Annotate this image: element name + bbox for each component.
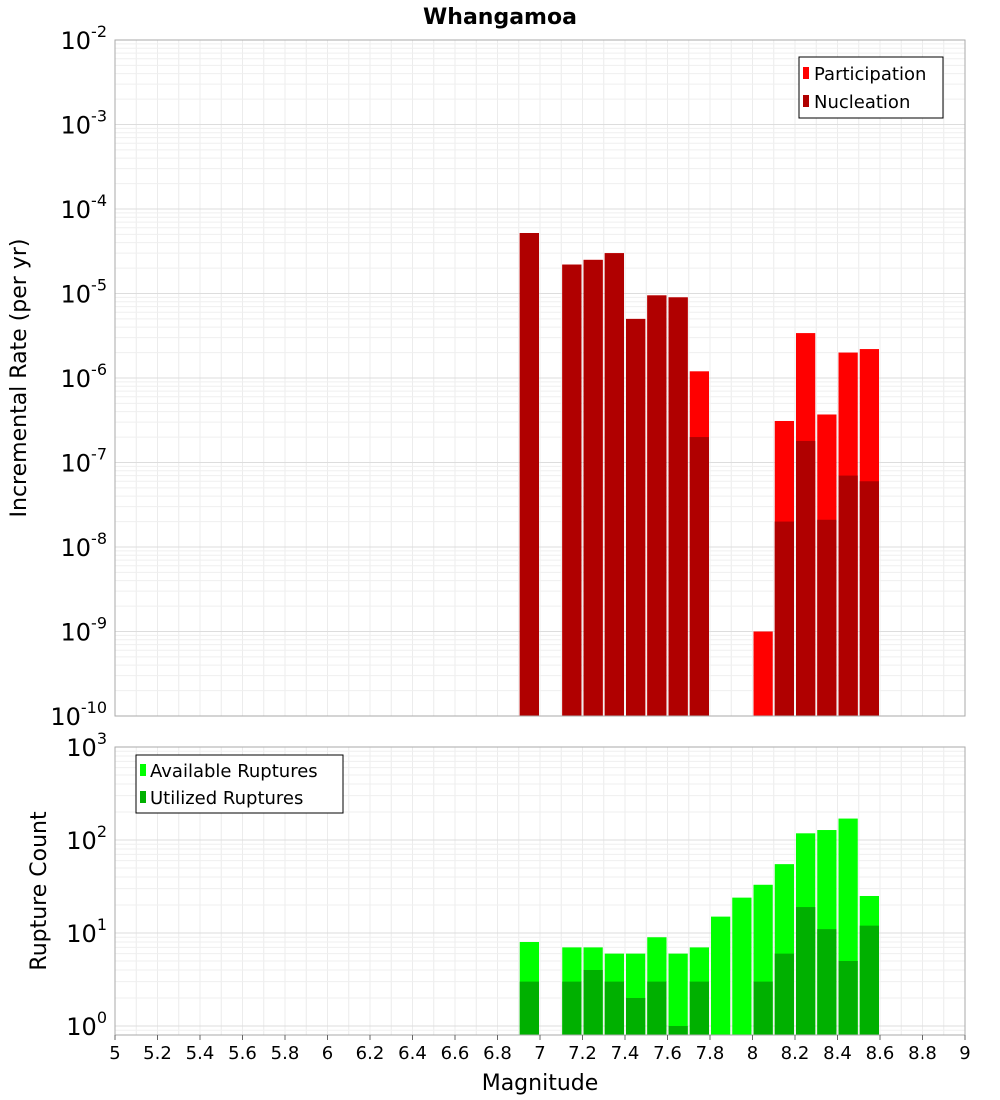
x-tick-label: 5.6 (228, 1043, 257, 1064)
bottom-legend: Available Ruptures Utilized Ruptures (135, 754, 344, 814)
chart-title: Whangamoa (423, 5, 577, 30)
bar-utilized-ruptures-7.35 (604, 981, 624, 1035)
bar-nucleation-7.25 (583, 259, 603, 716)
bar-nucleation-6.95 (519, 232, 539, 716)
legend-swatch-nucleation (803, 95, 809, 107)
bar-participation-8.05 (753, 631, 773, 716)
y-tick-label: 10-7 (61, 445, 108, 478)
bottom-panel: 100 101 102 103 Rupture Count Available Rup… (27, 729, 966, 1041)
bar-utilized-ruptures-7.15 (562, 981, 582, 1035)
y-tick-label: 10-3 (61, 107, 108, 140)
x-tick-label: 7.4 (611, 1043, 640, 1064)
legend-label-participation: Participation (814, 64, 926, 85)
x-tick-label: 5.4 (186, 1043, 215, 1064)
bar-nucleation-8.25 (796, 440, 816, 716)
bar-nucleation-7.45 (626, 318, 646, 716)
y-tick-label: 103 (66, 729, 107, 762)
bar-utilized-ruptures-8.25 (796, 907, 816, 1035)
y-tick-label: 10-6 (61, 360, 108, 393)
bottom-y-axis-label: Rupture Count (27, 811, 52, 971)
bar-utilized-ruptures-8.45 (838, 960, 858, 1035)
y-tick-label: 10-9 (61, 614, 108, 647)
bar-available-ruptures-7.95 (732, 897, 752, 1035)
bar-utilized-ruptures-7.65 (668, 1025, 688, 1035)
x-tick-label: 5 (109, 1043, 120, 1064)
bar-utilized-ruptures-8.35 (817, 929, 837, 1035)
bar-nucleation-7.15 (562, 264, 582, 716)
x-tick-label: 8 (747, 1043, 758, 1064)
legend-label-nucleation: Nucleation (814, 92, 910, 113)
x-tick-label: 8.4 (823, 1043, 852, 1064)
x-tick-label: 6.8 (483, 1043, 512, 1064)
bar-nucleation-7.65 (668, 297, 688, 716)
bar-utilized-ruptures-8.15 (774, 953, 794, 1035)
y-tick-label: 10-8 (61, 529, 108, 562)
y-tick-label: 102 (66, 822, 107, 855)
legend-label-available: Available Ruptures (150, 761, 318, 782)
bottom-y-ticks: 100 101 102 103 (66, 729, 107, 1041)
bar-nucleation-8.15 (774, 521, 794, 716)
bar-utilized-ruptures-7.45 (626, 997, 646, 1035)
bar-nucleation-8.55 (859, 481, 879, 716)
top-grid (114, 39, 966, 717)
x-tick-label: 5.2 (143, 1043, 172, 1064)
bar-utilized-ruptures-7.75 (689, 981, 709, 1035)
top-panel: 10-10 10-9 10-8 10-7 10-6 10-5 10-4 10-3 10-2 In… (7, 22, 966, 731)
bar-utilized-ruptures-7.55 (647, 981, 667, 1035)
top-bars (519, 232, 879, 716)
y-tick-label: 101 (66, 915, 107, 948)
bar-nucleation-7.35 (604, 253, 624, 716)
x-tick-label: 6 (322, 1043, 333, 1064)
x-tick-label: 7.8 (696, 1043, 725, 1064)
x-tick-label: 6.2 (356, 1043, 385, 1064)
bar-nucleation-8.45 (838, 475, 858, 716)
y-tick-label: 100 (66, 1008, 107, 1041)
bar-available-ruptures-7.65 (668, 953, 688, 1035)
bar-utilized-ruptures-8.55 (859, 925, 879, 1035)
legend-swatch-participation (803, 67, 809, 79)
x-axis-label: Magnitude (482, 1071, 599, 1096)
bar-nucleation-7.75 (689, 437, 709, 716)
y-tick-label: 10-10 (50, 698, 107, 731)
x-tick-label: 6.6 (441, 1043, 470, 1064)
x-tick-label: 7.6 (653, 1043, 682, 1064)
bar-available-ruptures-7.85 (711, 916, 731, 1035)
y-tick-label: 10-2 (61, 22, 108, 55)
y-tick-label: 10-5 (61, 276, 108, 309)
bar-nucleation-7.55 (647, 295, 667, 716)
x-tick-label: 7 (534, 1043, 545, 1064)
x-tick-label: 9 (959, 1043, 970, 1064)
bar-utilized-ruptures-8.05 (753, 981, 773, 1035)
x-tick-label: 6.4 (398, 1043, 427, 1064)
top-y-ticks: 10-10 10-9 10-8 10-7 10-6 10-5 10-4 10-3 10-2 (50, 22, 107, 731)
top-legend: Participation Nucleation (798, 56, 944, 119)
top-y-axis-label: Incremental Rate (per yr) (7, 239, 32, 518)
bar-utilized-ruptures-7.25 (583, 969, 603, 1035)
x-tick-label: 7.2 (568, 1043, 597, 1064)
y-tick-label: 10-4 (61, 191, 108, 224)
bar-nucleation-8.35 (817, 519, 837, 716)
x-tick-label: 5.8 (271, 1043, 300, 1064)
x-axis-ticks: 5 5.2 5.4 5.6 5.8 6 6.2 6.4 6.6 6.8 7 7.2 7.4 7.6 7.8 8… (109, 1035, 971, 1064)
x-tick-label: 8.6 (866, 1043, 895, 1064)
legend-swatch-utilized (140, 791, 146, 803)
legend-label-utilized: Utilized Ruptures (150, 788, 303, 809)
legend-swatch-available (140, 764, 146, 776)
bottom-bars (519, 818, 879, 1035)
x-tick-label: 8.2 (781, 1043, 810, 1064)
x-tick-label: 8.8 (908, 1043, 937, 1064)
bar-utilized-ruptures-6.95 (519, 981, 539, 1035)
